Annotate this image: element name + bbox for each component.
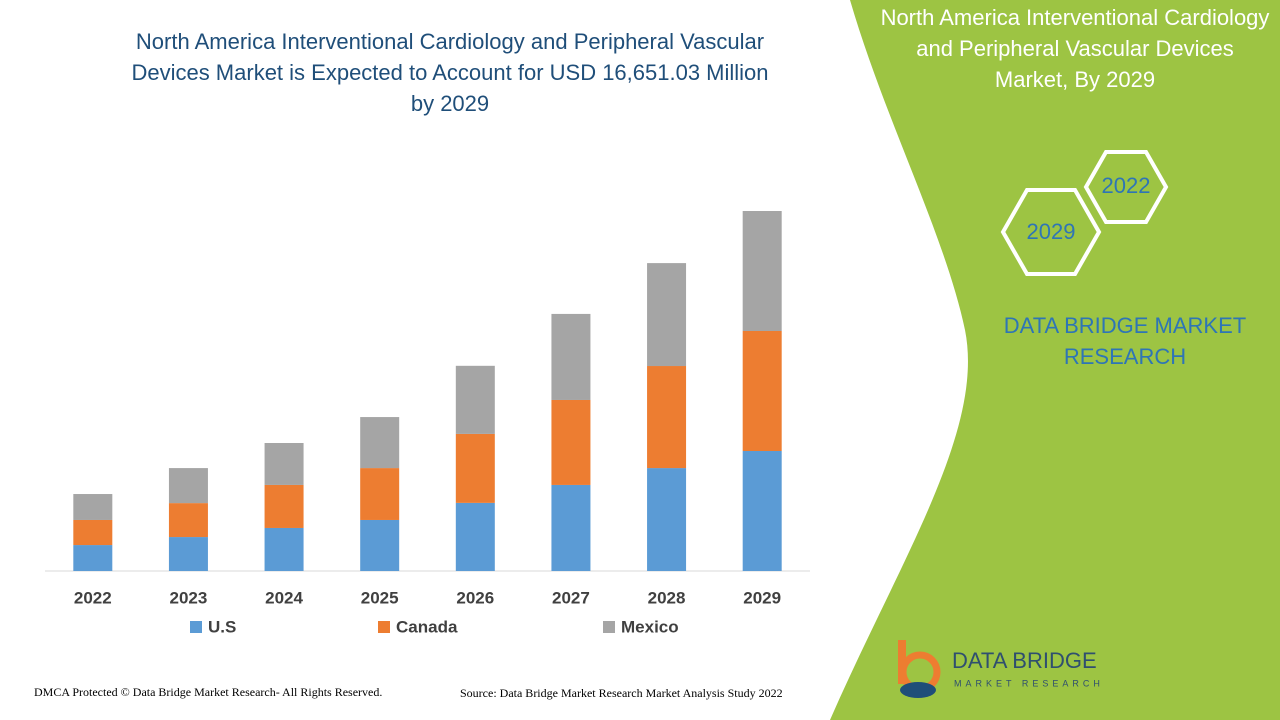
bar-segment	[551, 484, 591, 571]
bar-segment	[360, 417, 400, 469]
bar-segment	[742, 331, 782, 451]
bar-segment	[264, 527, 304, 571]
logo-tagline: MARKET RESEARCH	[954, 678, 1104, 688]
x-tick-label: 2024	[265, 588, 303, 607]
bar-segment	[73, 494, 113, 520]
bar-segment	[264, 484, 304, 528]
bar-segment	[551, 313, 591, 400]
x-tick-label: 2029	[743, 588, 781, 607]
logo-mark	[900, 682, 936, 698]
x-tick-label: 2027	[552, 588, 590, 607]
legend-label: Canada	[396, 617, 458, 636]
side-title: North America Interventional Cardiology …	[880, 5, 1270, 92]
hexagon	[1083, 150, 1169, 224]
logo: DATA BRIDGE MARKET RESEARCH	[898, 640, 1104, 698]
hexagon-label: 2022	[1102, 173, 1151, 198]
bar-segment	[264, 443, 304, 485]
chart: 2022 2023 2024 2025 2026 2027 2028 2029 U.S Canad…	[45, 211, 810, 636]
bar-segment	[168, 503, 208, 538]
logo-mark	[898, 640, 906, 684]
bar-segment	[360, 468, 400, 520]
legend-swatch	[190, 621, 202, 633]
x-tick-label: 2025	[361, 588, 399, 607]
title-box: North America Interventional Cardiology …	[131, 29, 769, 116]
legend-swatch	[378, 621, 390, 633]
bar-segment	[742, 451, 782, 571]
chart-title: North America Interventional Cardiology …	[131, 29, 769, 116]
bar-segment	[168, 468, 208, 504]
bar-segment	[455, 502, 495, 571]
x-tick-label: 2023	[170, 588, 208, 607]
bar-segment	[168, 537, 208, 571]
bar-segment	[73, 519, 113, 546]
hexagon-label: 2029	[1027, 219, 1076, 244]
bar-segment	[647, 468, 687, 571]
legend-label: U.S	[208, 617, 236, 636]
x-tick-label: 2022	[74, 588, 112, 607]
side-title-box: North America Interventional Cardiology …	[880, 5, 1270, 92]
bar-segment	[551, 399, 591, 485]
bar-segment	[742, 211, 782, 331]
logo-name: DATA BRIDGE	[952, 648, 1097, 673]
bar-segment	[647, 263, 687, 367]
brand: DATA BRIDGE MARKET RESEARCH	[1003, 313, 1247, 369]
bar-segment	[360, 519, 400, 571]
hexagon	[1000, 188, 1102, 276]
side-panel-bg	[830, 0, 1280, 720]
x-tick-label: 2028	[648, 588, 686, 607]
bar-segment	[73, 545, 113, 571]
legend-label: Mexico	[621, 617, 679, 636]
bar-segment	[455, 433, 495, 503]
bar-segment	[647, 366, 687, 469]
footer-copyright: DMCA Protected © Data Bridge Market Rese…	[34, 685, 382, 699]
x-tick-label: 2026	[456, 588, 494, 607]
brand-box: DATA BRIDGE MARKET RESEARCH	[1003, 313, 1247, 369]
footer-source: Source: Data Bridge Market Research Mark…	[460, 686, 783, 700]
legend-swatch	[603, 621, 615, 633]
bar-segment	[455, 365, 495, 434]
